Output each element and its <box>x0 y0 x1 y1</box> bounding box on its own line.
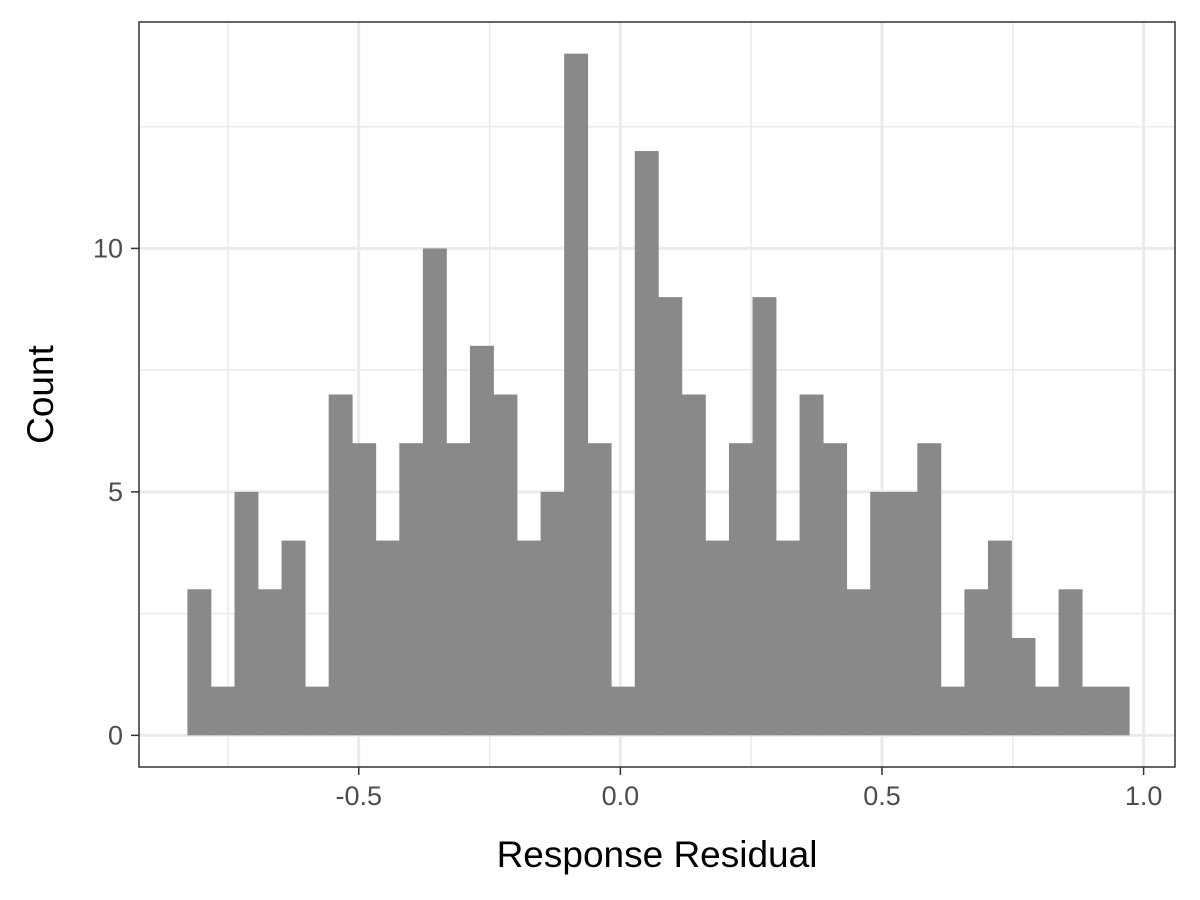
histogram-bar <box>681 394 706 736</box>
histogram-bar <box>352 443 377 736</box>
histogram-bar <box>1105 686 1130 736</box>
histogram-bar <box>587 443 612 736</box>
histogram-bar <box>987 540 1012 736</box>
histogram-bar <box>469 345 494 736</box>
x-axis: -0.5 0.0 0.5 1.0 <box>335 767 1162 811</box>
histogram-bar <box>846 589 871 736</box>
histogram-bar <box>752 297 777 736</box>
x-tick-label: 1.0 <box>1125 781 1163 811</box>
histogram-bar <box>823 443 848 736</box>
histogram-bar <box>893 491 918 736</box>
histogram-bar <box>917 443 942 736</box>
histogram-bar <box>281 540 306 736</box>
histogram-bar <box>705 540 730 736</box>
histogram-bar <box>517 540 541 736</box>
histogram-bar <box>611 686 636 736</box>
histogram-bar <box>940 686 965 736</box>
histogram-bar <box>658 297 683 736</box>
histogram-bar <box>234 491 259 736</box>
x-tick-label: -0.5 <box>335 781 382 811</box>
histogram-bar <box>328 394 353 736</box>
histogram-bars <box>187 53 1130 736</box>
y-axis-title: Count <box>20 344 61 443</box>
histogram-bar <box>1011 637 1036 736</box>
histogram-bar <box>728 443 753 736</box>
histogram-bar <box>776 540 800 736</box>
histogram-bar <box>634 151 659 736</box>
x-axis-title: Response Residual <box>497 834 818 875</box>
histogram-bar <box>446 443 471 736</box>
histogram-bar <box>870 491 895 736</box>
histogram-bar <box>187 589 212 736</box>
y-tick-label: 5 <box>108 477 123 507</box>
histogram-bar <box>258 589 282 736</box>
histogram-bar <box>375 540 400 736</box>
histogram-bar <box>305 686 330 736</box>
histogram-bar <box>799 394 824 736</box>
x-tick-label: 0.5 <box>863 781 901 811</box>
panel-border <box>138 21 1176 768</box>
y-tick-label: 0 <box>108 720 123 750</box>
y-tick-label: 10 <box>93 233 123 263</box>
histogram-bar <box>1035 686 1059 736</box>
histogram-bar <box>1082 686 1107 736</box>
histogram-bar <box>493 394 518 736</box>
x-tick-label: 0.0 <box>602 781 640 811</box>
histogram-bar <box>210 686 235 736</box>
histogram-bar <box>399 443 424 736</box>
histogram-bar <box>1058 589 1083 736</box>
histogram-bar <box>422 248 447 736</box>
histogram-bar <box>540 491 565 736</box>
y-axis: 0 5 10 <box>93 233 139 750</box>
histogram-bar <box>564 53 589 736</box>
histogram-bar <box>964 589 989 736</box>
